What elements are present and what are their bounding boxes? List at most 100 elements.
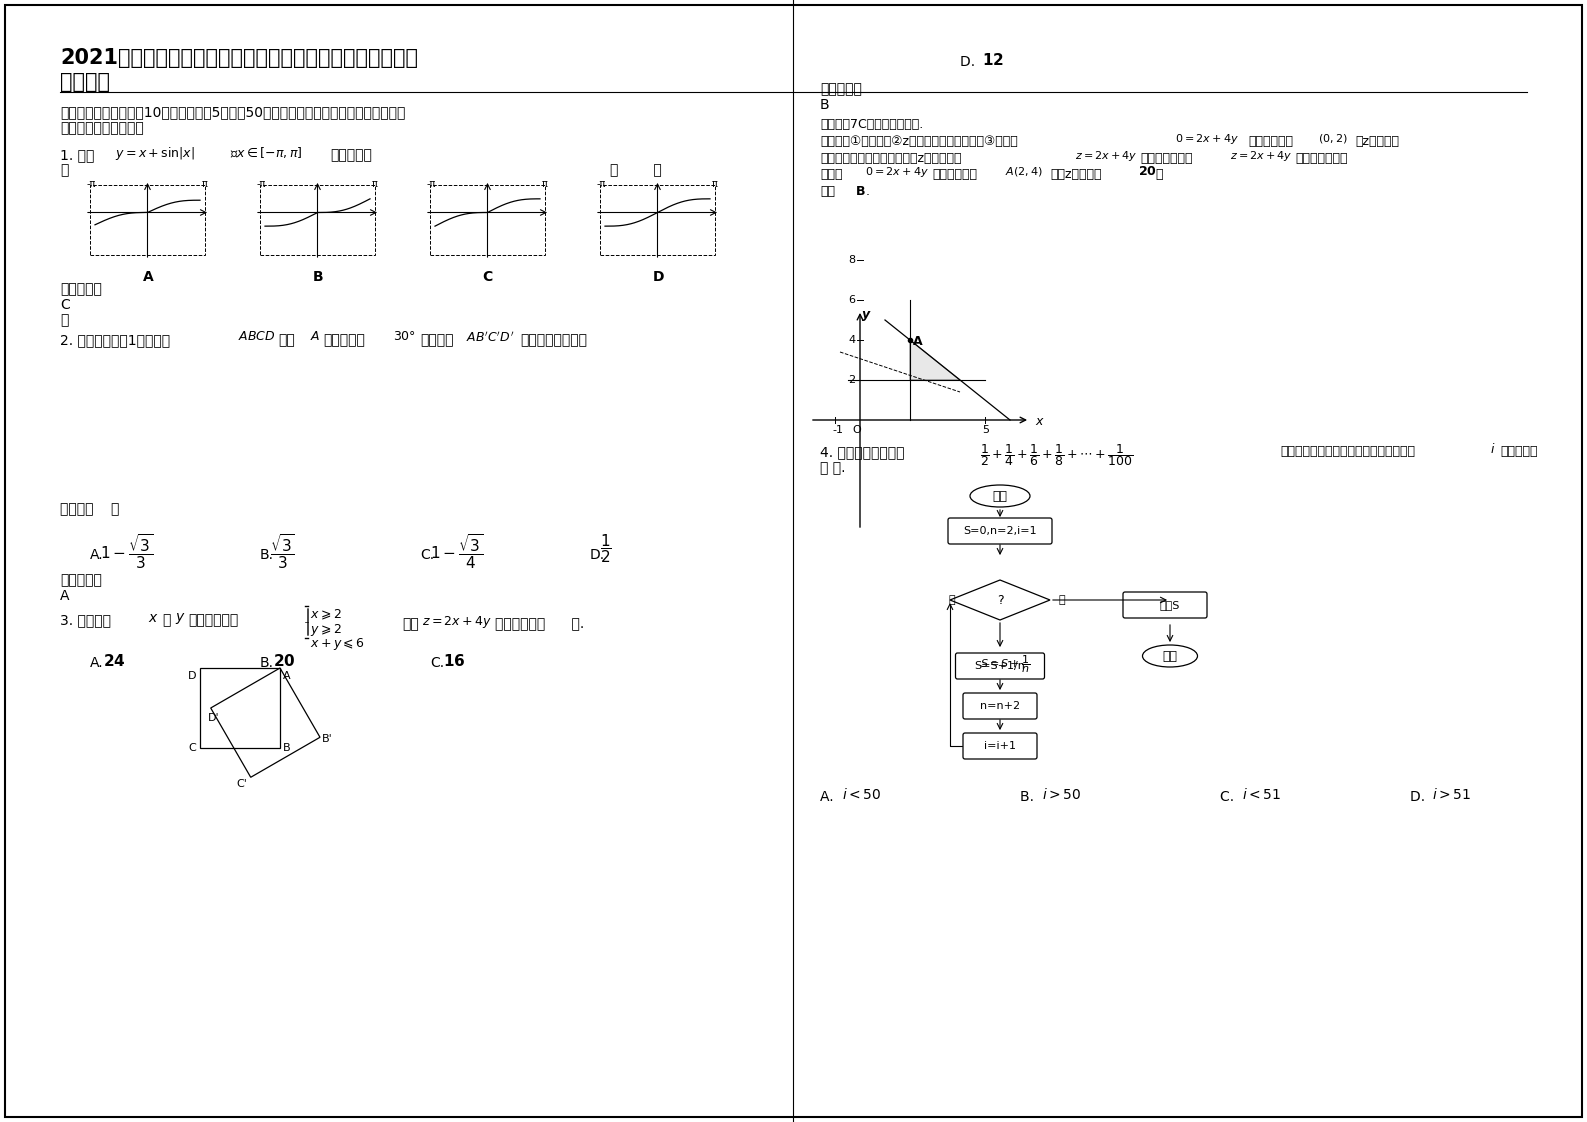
Text: A.: A. xyxy=(90,656,103,670)
Text: C: C xyxy=(187,743,195,753)
Text: 逆时针旋转: 逆时针旋转 xyxy=(324,333,365,347)
Text: $i>51$: $i>51$ xyxy=(1431,787,1471,802)
Text: 4: 4 xyxy=(847,335,855,344)
Text: 参考答案：: 参考答案： xyxy=(60,573,102,587)
Text: $i$: $i$ xyxy=(1490,442,1495,456)
Text: $(0,2)$: $(0,2)$ xyxy=(1317,132,1347,145)
Text: C': C' xyxy=(236,780,248,789)
Text: 卷含解析: 卷含解析 xyxy=(60,72,110,92)
Text: $y\geqslant 2$: $y\geqslant 2$ xyxy=(309,622,341,638)
Text: D.: D. xyxy=(960,55,984,68)
Text: 【解答】解：画可行域如图，z为目标函数: 【解答】解：画可行域如图，z为目标函数 xyxy=(820,151,962,165)
Text: -π: -π xyxy=(597,180,606,188)
Text: C: C xyxy=(60,298,70,312)
Text: 2: 2 xyxy=(847,375,855,385)
Text: （ ）.: （ ）. xyxy=(820,461,846,475)
Text: 面积为（    ）: 面积为（ ） xyxy=(60,502,119,516)
Text: （        ）: （ ） xyxy=(609,163,662,177)
Text: $\dfrac{1}{2}$: $\dfrac{1}{2}$ xyxy=(600,532,611,564)
Text: ，则: ，则 xyxy=(402,617,419,631)
Text: $30°$: $30°$ xyxy=(394,330,416,343)
Text: 到正方形: 到正方形 xyxy=(421,333,454,347)
Text: $x$: $x$ xyxy=(148,611,159,625)
Text: 1. 函数: 1. 函数 xyxy=(60,148,94,162)
Text: 是: 是 xyxy=(60,163,68,177)
Text: C: C xyxy=(482,270,492,284)
Text: $\mathbf{20}$: $\mathbf{20}$ xyxy=(273,653,295,669)
Text: ，平移直线过: ，平移直线过 xyxy=(932,168,978,181)
Text: B: B xyxy=(282,743,290,753)
Text: 、: 、 xyxy=(162,613,170,627)
Text: 参考答案：: 参考答案： xyxy=(60,282,102,296)
Polygon shape xyxy=(909,340,960,380)
Text: ，平移直线过: ，平移直线过 xyxy=(1247,135,1293,148)
Text: D.: D. xyxy=(1409,790,1435,804)
Text: $i<51$: $i<51$ xyxy=(1243,787,1281,802)
Text: ，可看成是直线: ，可看成是直线 xyxy=(1139,151,1192,165)
Text: B.: B. xyxy=(1020,790,1043,804)
Text: $S=S+\dfrac{1}{n}$: $S=S+\dfrac{1}{n}$ xyxy=(979,653,1030,674)
Text: B': B' xyxy=(322,734,333,744)
Text: 绕点: 绕点 xyxy=(278,333,295,347)
Text: A: A xyxy=(913,335,922,348)
Text: $z=2x+4y$: $z=2x+4y$ xyxy=(1230,149,1293,163)
Text: 结束: 结束 xyxy=(1163,650,1178,662)
Text: ，$x\in[-\pi,\pi]$: ，$x\in[-\pi,\pi]$ xyxy=(230,145,303,160)
Text: $A$: $A$ xyxy=(309,330,321,343)
Ellipse shape xyxy=(1143,645,1198,666)
Text: B.: B. xyxy=(260,656,275,670)
Text: 6: 6 xyxy=(847,295,855,305)
Text: 开始: 开始 xyxy=(992,489,1008,503)
Text: D: D xyxy=(652,270,663,284)
Text: 8: 8 xyxy=(847,255,855,265)
Text: A: A xyxy=(282,671,290,681)
Text: 【考点】7C：简单线性规划.: 【考点】7C：简单线性规划. xyxy=(820,118,924,131)
Text: 参考答案：: 参考答案： xyxy=(820,82,862,96)
Text: π: π xyxy=(543,180,548,188)
Text: $z=2x+4y$: $z=2x+4y$ xyxy=(1074,149,1138,163)
Text: $ABCD$: $ABCD$ xyxy=(238,330,276,343)
Ellipse shape xyxy=(970,485,1030,507)
FancyBboxPatch shape xyxy=(963,693,1036,719)
Bar xyxy=(600,185,716,255)
Text: B: B xyxy=(313,270,324,284)
Text: x: x xyxy=(1035,415,1043,427)
Text: 的最大值为（      ）.: 的最大值为（ ）. xyxy=(495,617,584,631)
Text: 点时z有最大值: 点时z有最大值 xyxy=(1051,168,1101,181)
Text: C.: C. xyxy=(421,548,435,562)
Text: 一、选择题：本大题共10小题，每小题5分，共50分。在每小题给出的四个选项中，只有: 一、选择题：本大题共10小题，每小题5分，共50分。在每小题给出的四个选项中，只… xyxy=(60,105,405,119)
Text: -π: -π xyxy=(87,180,97,188)
Text: $i<50$: $i<50$ xyxy=(843,787,881,802)
Text: 2021年山西省临汾市永和县打石腰乡中学高一数学理月考试: 2021年山西省临汾市永和县打石腰乡中学高一数学理月考试 xyxy=(60,48,417,68)
Text: 时z有最大值: 时z有最大值 xyxy=(1355,135,1400,148)
Text: B: B xyxy=(820,98,830,112)
Text: i=i+1: i=i+1 xyxy=(984,741,1016,751)
Text: $\dfrac{\sqrt{3}}{3}$: $\dfrac{\sqrt{3}}{3}$ xyxy=(270,532,295,571)
Text: 的不等式为: 的不等式为 xyxy=(1500,445,1538,458)
Text: $\mathbf{12}$: $\mathbf{12}$ xyxy=(982,52,1005,68)
Text: D: D xyxy=(187,671,197,681)
Text: $1-\dfrac{\sqrt{3}}{3}$: $1-\dfrac{\sqrt{3}}{3}$ xyxy=(100,532,154,571)
Text: 略: 略 xyxy=(60,313,68,327)
Text: S=0,n=2,i=1: S=0,n=2,i=1 xyxy=(963,526,1036,536)
Text: 5: 5 xyxy=(982,425,989,435)
Text: ，: ， xyxy=(1155,168,1163,181)
Bar xyxy=(260,185,375,255)
Text: $y=x+\sin|x|$: $y=x+\sin|x|$ xyxy=(114,145,195,162)
Text: -π: -π xyxy=(427,180,436,188)
Bar xyxy=(430,185,544,255)
Text: -π: -π xyxy=(257,180,267,188)
Text: $x+y\leqslant 6$: $x+y\leqslant 6$ xyxy=(309,636,365,652)
Text: -1: -1 xyxy=(832,425,843,435)
Text: A.: A. xyxy=(820,790,843,804)
FancyBboxPatch shape xyxy=(1124,592,1208,618)
FancyBboxPatch shape xyxy=(955,653,1044,679)
Text: π: π xyxy=(713,180,717,188)
Text: 【分析】①画可行域②z为目标函数纵截距四倍③画直线: 【分析】①画可行域②z为目标函数纵截距四倍③画直线 xyxy=(820,135,1017,148)
Text: B.: B. xyxy=(260,548,275,562)
Text: O: O xyxy=(852,425,860,435)
Text: C.: C. xyxy=(1220,790,1243,804)
Text: 否: 否 xyxy=(949,595,955,605)
Text: $\mathbf{20}$: $\mathbf{20}$ xyxy=(1138,165,1157,178)
Text: $0=2x+4y$: $0=2x+4y$ xyxy=(865,165,928,180)
